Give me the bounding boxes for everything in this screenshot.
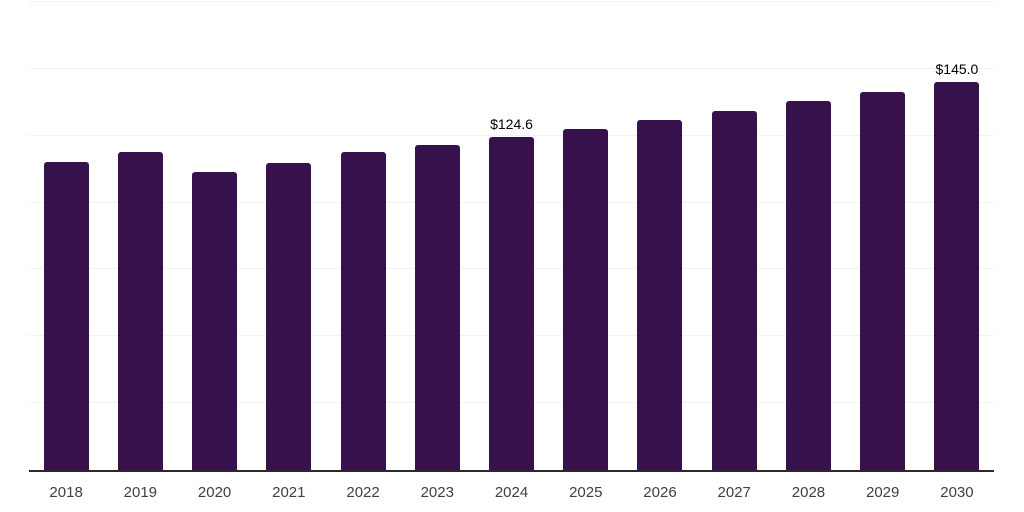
x-tick-label-2018: 2018 [49, 484, 83, 501]
bar-2030 [934, 82, 980, 470]
bar-column-2022 [326, 2, 400, 470]
bar-column-2021 [252, 2, 326, 470]
bar-column-2030: $145.0 [920, 2, 994, 470]
bar-column-2026 [623, 2, 697, 470]
bar-column-2025 [549, 2, 623, 470]
bar-2022 [340, 152, 386, 470]
bar-2023 [414, 144, 460, 470]
x-axis-line [29, 470, 994, 472]
bar-2019 [117, 152, 163, 470]
x-tick-label-2024: 2024 [494, 484, 529, 501]
bar-2027 [711, 110, 757, 470]
bar-2021 [266, 163, 312, 470]
gridline-150 [29, 67, 994, 69]
x-tick-label-2021: 2021 [272, 484, 306, 501]
bar-2028 [785, 101, 831, 470]
bar-column-2018 [29, 2, 103, 470]
bar-column-2020 [177, 2, 251, 470]
x-tick-label-2025: 2025 [569, 484, 603, 501]
bar-columns: $124.6 $145.0 [29, 2, 994, 470]
bar-2029 [860, 91, 906, 470]
bar-2020 [192, 172, 238, 470]
bar-2026 [637, 119, 683, 470]
x-tick-label-2019: 2019 [123, 484, 158, 501]
bar-value-label-2024: $124.6 [490, 115, 533, 132]
gridline-125 [29, 134, 994, 136]
bar-column-2027 [697, 2, 771, 470]
bar-column-2024: $124.6 [474, 2, 548, 470]
gridline-175 [29, 1, 994, 2]
x-tick-label-2028: 2028 [791, 484, 826, 501]
x-tick-label-2026: 2026 [643, 484, 677, 501]
x-axis-labels: 2018 2019 2020 2021 2022 2023 2024 2025 2026 2027… [29, 472, 994, 500]
x-tick-label-2029: 2029 [866, 484, 900, 501]
bar-column-2028 [771, 2, 845, 470]
x-tick-label-2022: 2022 [346, 484, 380, 501]
x-tick-label-2023: 2023 [420, 484, 454, 501]
x-tick-label-2030: 2030 [940, 484, 974, 501]
bar-2024 [489, 136, 535, 470]
bar-2025 [563, 128, 609, 470]
x-tick-label-2027: 2027 [717, 484, 751, 501]
plot-area: $124.6 $145.0 [29, 1, 994, 470]
bar-column-2029 [846, 2, 920, 470]
bar-column-2023 [400, 2, 474, 470]
bar-2018 [43, 162, 89, 470]
x-tick-label-2020: 2020 [197, 484, 232, 501]
bar-column-2019 [103, 2, 177, 470]
bar-value-label-2030: $145.0 [935, 61, 979, 78]
